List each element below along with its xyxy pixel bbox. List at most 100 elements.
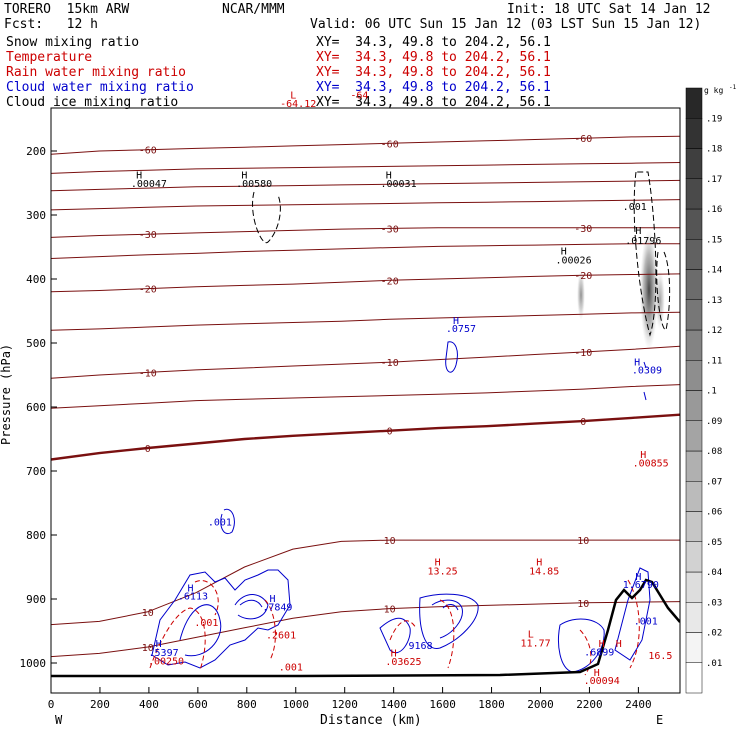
annotation-label: H	[599, 639, 605, 650]
annotation-label: H	[269, 594, 275, 605]
colorbar-label: .19	[706, 114, 722, 124]
colorbar-box	[685, 632, 703, 663]
temperature-contour-label: 10	[577, 536, 589, 547]
x-axis: 0 200 400 600 800 1000 1200 1400 1600 1800 2000 220…	[48, 687, 652, 711]
field-label-cloud-water: Cloud water mixing ratio	[6, 80, 194, 95]
y-tick-label: 700	[26, 465, 46, 478]
west-label: W	[55, 713, 63, 727]
annotation-label: H	[561, 247, 567, 258]
colorbar-label: .01	[706, 659, 722, 669]
temperature-contour-label: 10	[384, 536, 396, 547]
x-tick-label: 2400	[625, 698, 652, 711]
annotation-label: -64.12	[280, 99, 316, 110]
temperature-contour	[51, 227, 680, 238]
annotation-label: L	[528, 629, 534, 640]
colorbar-box	[685, 360, 703, 391]
x-tick-label: 2200	[576, 698, 603, 711]
annotation-label: .2601	[266, 631, 296, 642]
annotation-label: .0309	[632, 366, 662, 377]
plot-frame	[50, 107, 681, 694]
temperature-contour-label: -20	[574, 271, 592, 282]
colorbar-box	[685, 511, 703, 542]
annotation-label: .00250	[148, 656, 184, 667]
colorbar-label: .1	[706, 387, 717, 397]
colorbar-box	[685, 87, 703, 119]
annotation-label: 16.5	[648, 651, 672, 662]
colorbar-box	[685, 571, 703, 603]
annotation-label: .001	[194, 618, 218, 629]
field-xy-cloud-ice: XY= 34.3, 49.8 to 204.2, 56.1	[316, 95, 551, 110]
temperature-contour-label: -20	[381, 276, 399, 287]
temperature-contour-label: 10	[142, 643, 154, 654]
temperature-contour-label: 10	[384, 605, 396, 616]
colorbar-label: .11	[706, 356, 722, 366]
annotation-label: .0757	[446, 324, 476, 335]
colorbar-label: .15	[706, 235, 722, 245]
y-axis-label: Pressure (hPa)	[0, 344, 13, 445]
annotation-label: .001	[623, 202, 647, 213]
colorbar-label: .08	[706, 447, 722, 457]
y-tick-label: 500	[26, 337, 46, 350]
rain-water-contours	[149, 579, 640, 676]
annotation-label: -64	[350, 91, 368, 102]
colorbar-box	[685, 420, 703, 452]
field-xy-snow: XY= 34.3, 49.8 to 204.2, 56.1	[316, 35, 551, 50]
y-tick-label: 600	[26, 401, 46, 414]
colorbar-box	[685, 208, 703, 240]
colorbar-box	[685, 118, 703, 149]
x-tick-label: 200	[90, 698, 110, 711]
annotation-label: H	[616, 639, 622, 650]
temperature-contour-label: -10	[574, 348, 592, 359]
colorbar-label: .03	[706, 598, 722, 608]
y-tick-label: 800	[26, 529, 46, 542]
colorbar-label: .06	[706, 508, 722, 518]
temperature-contour-label: -60	[574, 134, 592, 145]
annotation-label: .00580	[236, 179, 272, 190]
colorbar-label: .02	[706, 629, 722, 639]
temperature-contours: -60 -60 -60 -30 -30 -30 -20 -20 -20 -10 -10 -10 0 0 0 1…	[51, 134, 680, 658]
x-tick-label: 1400	[380, 698, 407, 711]
colorbar-box	[685, 148, 703, 179]
annotation-label: H	[386, 171, 392, 182]
colorbar-box	[685, 450, 703, 482]
x-tick-label: 1000	[282, 698, 309, 711]
colorbar-label: .12	[706, 326, 722, 336]
colorbar-box	[685, 269, 703, 300]
temperature-contour-label: -30	[381, 224, 399, 235]
field-xy-temperature: XY= 34.3, 49.8 to 204.2, 56.1	[316, 50, 551, 65]
x-tick-label: 600	[188, 698, 208, 711]
colorbar-label: .17	[706, 175, 722, 185]
annotation-label: H	[536, 558, 542, 569]
annotation-label: H	[156, 639, 162, 650]
contour-annotations: L-64.12-64H.00047H.00580H.00031.001H.017…	[131, 91, 673, 688]
x-tick-label: 1600	[429, 698, 456, 711]
x-tick-label: 800	[237, 698, 257, 711]
field-label-rain: Rain water mixing ratio	[6, 65, 187, 80]
annotation-label: H	[187, 583, 193, 594]
x-tick-label: 1200	[331, 698, 358, 711]
annotation-label: .001	[279, 663, 303, 674]
temperature-contour-label: 10	[577, 599, 589, 610]
temperature-contour	[51, 601, 680, 658]
y-tick-label: 300	[26, 209, 46, 222]
annotation-label: .001	[634, 617, 658, 628]
y-tick-label: 900	[26, 593, 46, 606]
annotation-label: .6113	[178, 592, 208, 603]
temperature-contour	[51, 539, 680, 626]
annotation-label: L	[290, 91, 296, 102]
init-time: Init: 18 UTC Sat 14 Jan 12	[507, 2, 711, 17]
colorbar-label: .09	[706, 417, 722, 427]
y-tick-label: 200	[26, 145, 46, 158]
annotation-label: H	[435, 558, 441, 569]
snow-shading	[577, 230, 665, 350]
annotation-label: .00031	[380, 179, 416, 190]
field-xy-rain: XY= 34.3, 49.8 to 204.2, 56.1	[316, 65, 551, 80]
x-tick-label: 1800	[478, 698, 505, 711]
temperature-contour	[51, 162, 680, 174]
annotation-label: .6899	[584, 647, 614, 658]
colorbar-box	[685, 329, 703, 361]
colorbar-box	[685, 239, 703, 270]
colorbar-label: .16	[706, 205, 722, 215]
temperature-contour	[51, 345, 680, 379]
annotation-label: H	[635, 226, 641, 237]
